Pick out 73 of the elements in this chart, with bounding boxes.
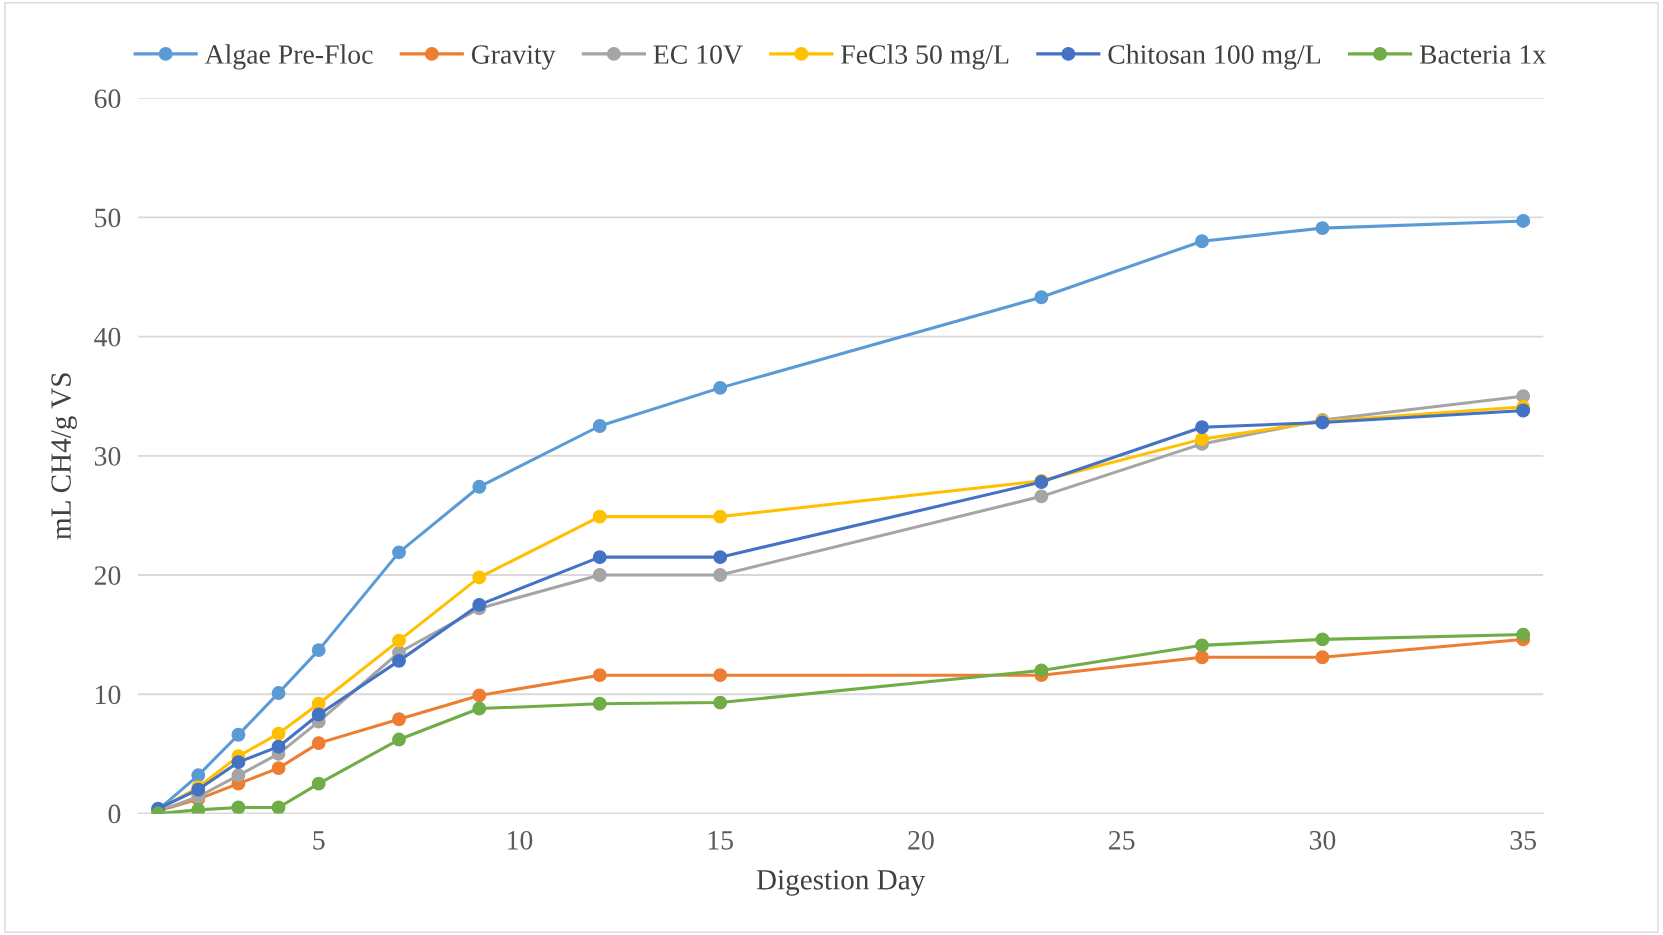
point <box>1516 627 1531 642</box>
point <box>472 597 487 612</box>
point <box>231 768 246 783</box>
point <box>472 701 487 716</box>
point <box>713 509 728 524</box>
point <box>472 479 487 494</box>
x-tick-label: 35 <box>1510 831 1536 850</box>
point <box>191 802 206 814</box>
point <box>231 800 246 814</box>
point <box>271 761 286 776</box>
point <box>1315 650 1330 665</box>
legend-label: Bacteria 1x <box>1419 45 1546 64</box>
point <box>1034 663 1049 678</box>
point <box>592 419 607 433</box>
x-axis-title: Digestion Day <box>756 870 926 896</box>
point <box>713 380 728 395</box>
point <box>311 736 326 751</box>
y-tick-label: 20 <box>94 566 121 585</box>
point <box>311 707 326 722</box>
point <box>311 776 326 791</box>
point <box>1195 638 1209 653</box>
y-axis-title: mL CH4/g VS <box>51 373 77 540</box>
y-tick-label: 30 <box>94 446 121 466</box>
point <box>231 727 246 742</box>
point <box>231 755 246 770</box>
point <box>713 550 728 565</box>
x-tick-label: 30 <box>1309 830 1336 850</box>
legend-label: Algae Pre-Floc <box>204 44 373 70</box>
point <box>713 668 728 683</box>
point <box>1195 234 1209 249</box>
y-tick-label: 0 <box>108 804 121 824</box>
point <box>713 695 728 710</box>
point <box>271 739 286 754</box>
legend-label: Chitosan 100 mg/L <box>1108 44 1321 70</box>
point <box>392 732 406 747</box>
x-tick-label: 15 <box>708 831 733 850</box>
point <box>592 509 607 524</box>
point <box>392 712 406 727</box>
point <box>472 570 487 585</box>
y-tick-label: 50 <box>95 208 121 228</box>
point <box>713 568 728 582</box>
point <box>1516 214 1531 228</box>
x-tick-label: 10 <box>508 830 533 850</box>
legend-label: FeCl3 50 mg/L <box>841 44 1009 70</box>
legend-label: EC 10V <box>653 45 743 65</box>
x-tick-label: 25 <box>1109 831 1135 850</box>
point <box>1315 632 1330 647</box>
x-tick-label: 20 <box>908 830 934 850</box>
point <box>311 643 326 658</box>
point <box>271 800 286 814</box>
point <box>1034 290 1049 305</box>
point <box>472 688 487 703</box>
point <box>1195 432 1209 447</box>
point <box>1516 403 1531 418</box>
y-tick-label: 40 <box>94 327 121 347</box>
point <box>592 696 607 711</box>
legend-label: Gravity <box>471 45 556 70</box>
y-tick-label: 10 <box>96 685 121 705</box>
point <box>1195 650 1209 665</box>
point <box>592 568 607 582</box>
point <box>271 686 286 700</box>
point <box>592 668 607 683</box>
x-tick-label: 5 <box>313 831 325 850</box>
y-tick-label: 60 <box>94 89 121 109</box>
point <box>191 768 206 783</box>
point <box>392 545 406 560</box>
point <box>271 726 286 741</box>
point <box>1034 489 1049 504</box>
point <box>1195 420 1209 435</box>
point <box>592 550 607 565</box>
point <box>1315 221 1330 236</box>
point <box>392 633 406 648</box>
point <box>392 653 406 668</box>
